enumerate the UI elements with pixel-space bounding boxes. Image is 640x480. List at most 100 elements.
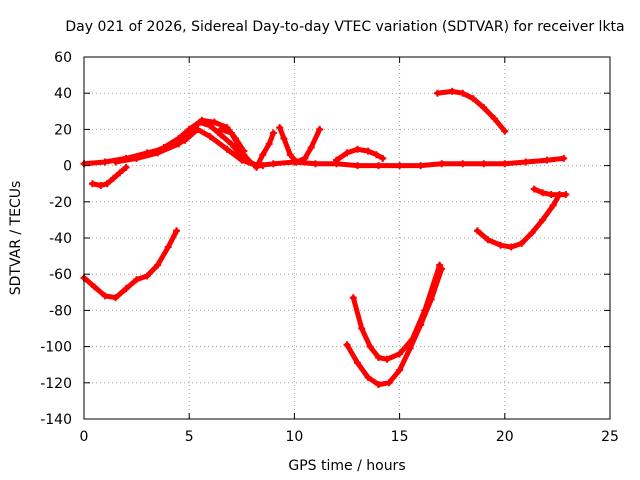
data-point — [528, 229, 536, 237]
y-tick-label: 60 — [54, 50, 72, 66]
y-tick-label: -40 — [49, 231, 72, 247]
data-point — [164, 243, 172, 251]
data-point — [122, 285, 130, 293]
data-point — [293, 158, 301, 166]
y-tick-label: -80 — [49, 303, 72, 319]
data-point — [375, 353, 383, 361]
data-point — [501, 160, 509, 168]
data-point — [438, 265, 446, 273]
data-point — [343, 341, 351, 349]
data-point — [364, 147, 372, 155]
data-point — [383, 355, 391, 363]
data-point — [469, 95, 477, 103]
data-point — [276, 124, 284, 132]
data-point — [143, 272, 151, 280]
data-point — [103, 180, 111, 188]
data-point — [480, 104, 488, 112]
y-tick-label: -100 — [40, 340, 72, 356]
data-point — [116, 169, 124, 177]
data-point — [560, 154, 568, 162]
data-point — [88, 180, 96, 188]
y-tick-label: 40 — [54, 86, 72, 102]
data-point — [354, 145, 362, 153]
data-point — [406, 344, 414, 352]
data-point — [497, 241, 505, 249]
data-series — [80, 87, 570, 389]
x-axis-label: GPS time / hours — [288, 458, 405, 474]
data-point — [543, 156, 551, 164]
data-point — [173, 227, 181, 235]
data-point — [286, 151, 294, 159]
data-point — [459, 89, 467, 97]
x-tick-label: 0 — [80, 429, 89, 445]
data-point — [438, 160, 446, 168]
data-point — [234, 140, 242, 148]
data-point — [198, 116, 206, 124]
series-sat-c — [81, 126, 567, 169]
data-point — [448, 87, 456, 95]
data-point — [227, 129, 235, 137]
data-point — [223, 145, 231, 153]
data-point — [385, 379, 393, 387]
x-tick-label: 25 — [601, 429, 619, 445]
data-point — [97, 182, 105, 190]
data-point — [433, 89, 441, 97]
data-point — [372, 151, 380, 159]
data-point — [259, 151, 267, 159]
data-point — [240, 151, 248, 159]
data-point — [530, 185, 538, 193]
data-point — [379, 154, 387, 162]
data-point — [375, 162, 383, 170]
data-point — [343, 149, 351, 157]
chart-title: Day 021 of 2026, Sidereal Day-to-day VTE… — [65, 19, 624, 35]
data-point — [358, 325, 366, 332]
data-point — [246, 158, 254, 166]
data-point — [417, 162, 425, 170]
data-point — [185, 125, 193, 133]
data-point — [101, 158, 109, 166]
data-point — [311, 160, 319, 168]
data-point — [332, 156, 340, 164]
data-point — [547, 191, 555, 199]
data-point — [112, 294, 120, 302]
data-point — [556, 191, 564, 199]
x-tick-label: 10 — [285, 429, 303, 445]
data-point — [154, 261, 162, 269]
data-point — [549, 201, 557, 209]
data-point — [301, 154, 309, 162]
data-point — [484, 236, 492, 244]
x-tick-label: 5 — [185, 429, 194, 445]
x-tick-label: 15 — [391, 429, 409, 445]
data-point — [307, 144, 315, 151]
data-point — [518, 239, 526, 247]
y-tick-label: -20 — [49, 195, 72, 211]
x-tick-label: 20 — [496, 429, 514, 445]
data-point — [259, 162, 267, 170]
data-point — [210, 118, 218, 126]
data-point — [459, 160, 467, 168]
data-point — [91, 283, 99, 291]
data-point — [175, 134, 183, 142]
data-point — [349, 294, 357, 302]
series-sat-h — [277, 125, 323, 165]
series-sat-j — [435, 88, 508, 134]
grid — [84, 57, 610, 419]
data-point — [375, 381, 383, 389]
data-point — [143, 151, 151, 159]
data-point — [366, 343, 374, 351]
data-point — [227, 140, 235, 148]
data-point — [280, 134, 288, 142]
data-point — [501, 127, 509, 135]
data-point — [396, 162, 404, 170]
data-point — [109, 174, 117, 182]
data-point — [160, 144, 168, 151]
y-tick-label: -120 — [40, 376, 72, 392]
series-sat-g — [254, 130, 276, 170]
data-point — [417, 321, 425, 329]
data-point — [507, 243, 515, 251]
data-point — [522, 158, 530, 166]
data-point — [217, 125, 225, 133]
data-point — [364, 373, 372, 381]
data-point — [539, 189, 547, 197]
